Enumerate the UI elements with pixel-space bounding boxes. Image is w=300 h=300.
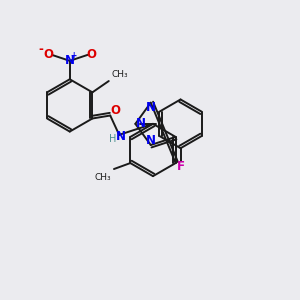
Text: O: O [111,104,121,117]
Text: N: N [136,117,146,130]
Text: F: F [177,160,185,172]
Text: CH₃: CH₃ [111,70,128,79]
Text: -: - [38,43,43,56]
Text: O: O [86,48,96,61]
Text: O: O [43,48,53,61]
Text: N: N [146,100,156,114]
Text: N: N [65,54,75,67]
Text: H: H [109,134,116,144]
Text: CH₃: CH₃ [94,172,111,182]
Text: +: + [70,51,77,60]
Text: N: N [116,130,126,143]
Text: N: N [146,134,156,147]
